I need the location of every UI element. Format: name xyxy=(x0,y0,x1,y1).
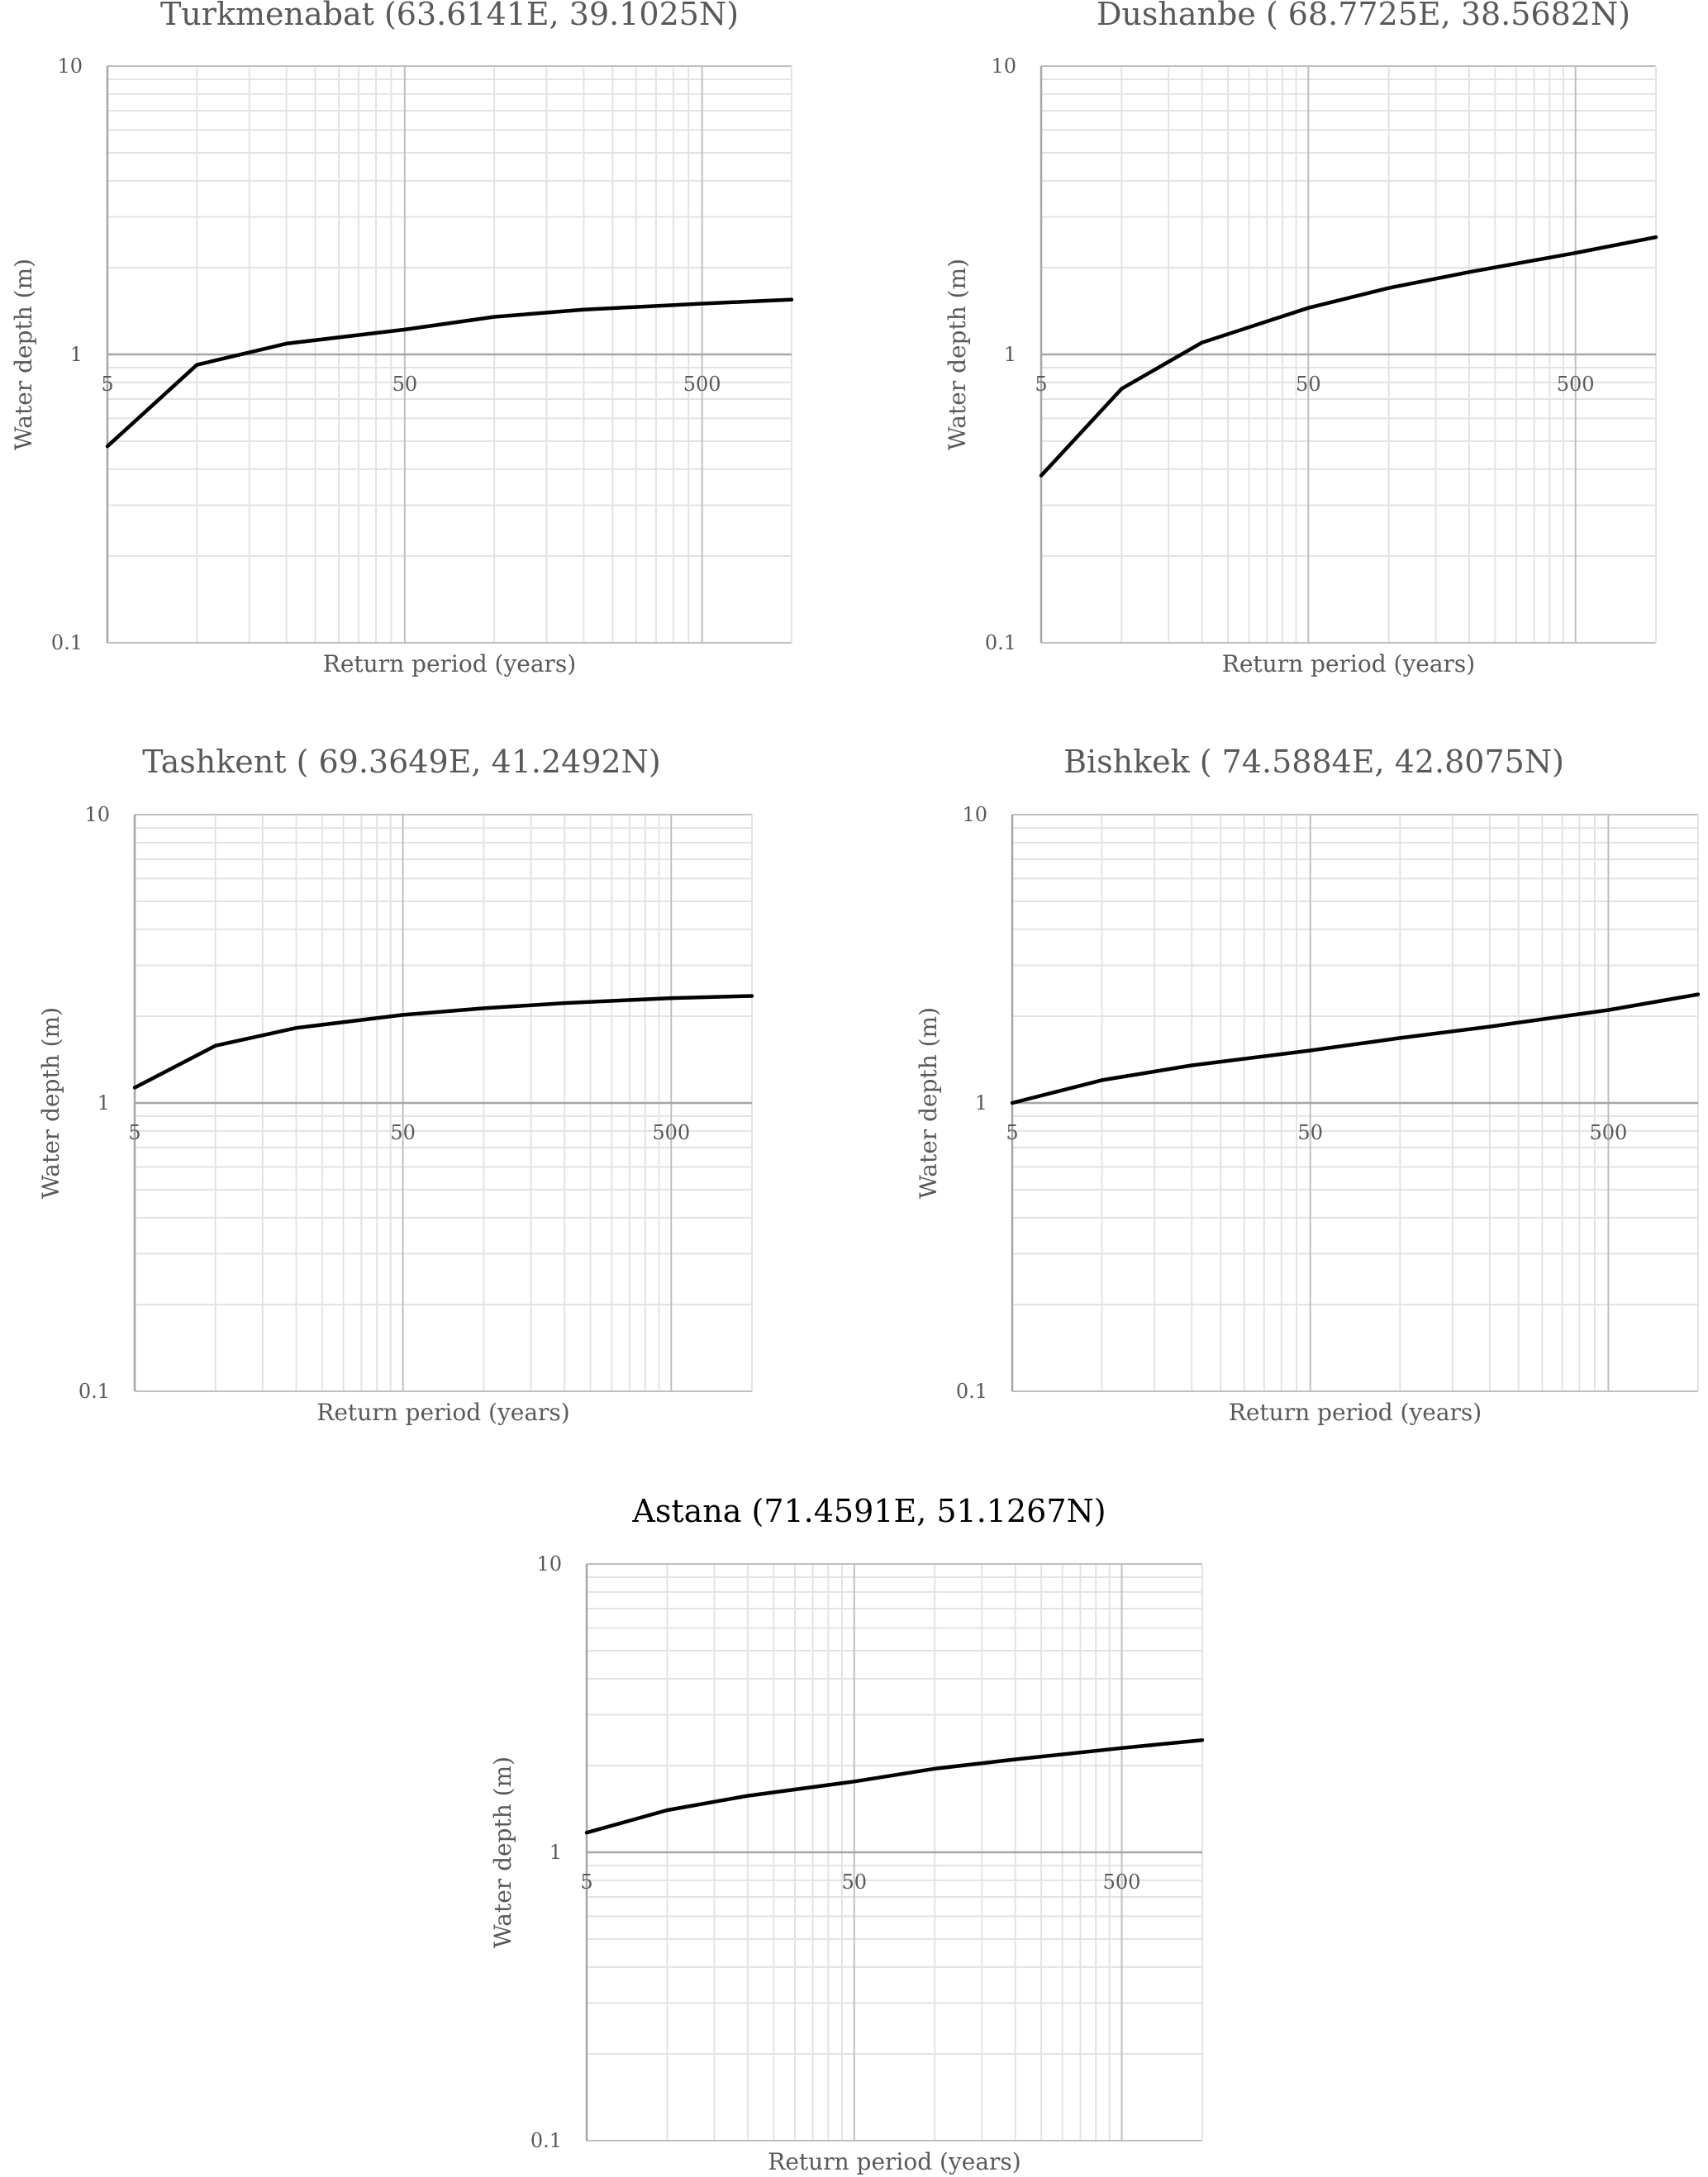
chart-panel-4: 0.1 1 10 5 50 500 Return period (years) Water d… xyxy=(915,744,1701,1426)
data-point xyxy=(1039,473,1044,478)
y-axis-title: Water depth (m) xyxy=(37,1007,64,1199)
chart-title: Tashkent ( 69.3649E, 41.2492N) xyxy=(142,744,661,780)
x-tick-label: 500 xyxy=(1557,373,1595,396)
data-point xyxy=(1100,1078,1104,1082)
x-tick-label: 50 xyxy=(390,1121,416,1144)
chart-panel-3: 0.1 1 10 5 50 500 Return period (years) Water d… xyxy=(37,744,754,1426)
data-point xyxy=(1573,250,1577,255)
data-point xyxy=(1653,235,1658,240)
data-point xyxy=(213,1043,217,1048)
data-point xyxy=(1398,1036,1402,1040)
chart-panel-5: 0.1 1 10 5 50 500 Return period (years) Water d… xyxy=(489,1493,1205,2175)
x-tick-label: 500 xyxy=(1103,1870,1141,1894)
data-point xyxy=(584,1831,589,1835)
data-point xyxy=(700,302,704,306)
data-point xyxy=(789,297,794,302)
y-tick-label: 1 xyxy=(70,343,83,366)
x-axis-title: Return period (years) xyxy=(1222,650,1475,677)
chart-title: Astana (71.4591E, 51.1267N) xyxy=(631,1493,1106,1529)
data-point xyxy=(195,363,199,367)
data-point xyxy=(933,1766,937,1771)
data-point xyxy=(1200,340,1204,345)
data-point xyxy=(482,1006,486,1010)
y-tick-label: 0.1 xyxy=(530,2129,562,2152)
y-tick-label: 0.1 xyxy=(956,1380,987,1403)
x-tick-label: 50 xyxy=(1297,1121,1323,1144)
data-point xyxy=(1487,1024,1492,1029)
data-point xyxy=(669,996,673,1001)
y-tick-label: 10 xyxy=(57,55,83,78)
y-tick-label: 10 xyxy=(962,803,987,826)
data-point xyxy=(1189,1063,1194,1067)
chart-title: Turkmenabat (63.6141E, 39.1025N) xyxy=(160,0,739,32)
data-point xyxy=(1120,1746,1124,1750)
y-axis-title: Water depth (m) xyxy=(944,259,971,450)
data-point xyxy=(562,1001,567,1005)
data-point xyxy=(1120,387,1124,391)
y-tick-label: 0.1 xyxy=(51,631,83,654)
x-axis-title: Return period (years) xyxy=(323,650,576,677)
y-tick-label: 1 xyxy=(975,1091,987,1115)
data-point xyxy=(665,1808,669,1813)
y-tick-label: 10 xyxy=(84,803,110,826)
y-axis-title: Water depth (m) xyxy=(915,1007,942,1199)
series-line xyxy=(1011,992,1699,1105)
data-point xyxy=(852,1780,856,1784)
data-point xyxy=(284,341,288,346)
y-tick-label: 1 xyxy=(1004,343,1016,366)
x-tick-label: 50 xyxy=(1296,373,1321,396)
series-line xyxy=(133,994,753,1090)
x-axis-title: Return period (years) xyxy=(768,2148,1021,2175)
x-tick-label: 500 xyxy=(1590,1121,1628,1144)
y-tick-label: 1 xyxy=(98,1091,110,1115)
data-point xyxy=(582,307,586,311)
x-tick-label: 5 xyxy=(128,1121,140,1144)
data-point xyxy=(1467,270,1472,274)
chart-panel-2: 0.1 1 10 5 50 500 Return period (years) Water d… xyxy=(944,0,1658,677)
series-line xyxy=(1040,235,1657,478)
data-point xyxy=(294,1026,298,1030)
data-point xyxy=(402,327,407,332)
data-point xyxy=(1010,1100,1015,1105)
data-point xyxy=(1387,286,1391,290)
x-tick-label: 50 xyxy=(841,1870,867,1894)
data-point xyxy=(132,1086,137,1090)
x-tick-label: 5 xyxy=(580,1870,592,1894)
series-line xyxy=(586,1737,1203,1835)
data-point xyxy=(105,444,110,449)
y-axis-title: Water depth (m) xyxy=(10,259,37,450)
data-point xyxy=(1696,992,1701,996)
data-point xyxy=(1306,306,1311,310)
data-point xyxy=(749,994,754,998)
x-tick-label: 5 xyxy=(1006,1121,1018,1144)
x-tick-label: 5 xyxy=(101,373,113,396)
x-tick-label: 500 xyxy=(652,1121,690,1144)
data-point xyxy=(492,315,497,319)
x-tick-label: 50 xyxy=(393,373,418,396)
chart-panel-1: 0.1 1 10 5 50 500 Return period (years) Water d… xyxy=(10,0,794,677)
series-line xyxy=(106,297,792,448)
data-point xyxy=(401,1013,405,1017)
data-point xyxy=(745,1794,750,1798)
chart-title: Bishkek ( 74.5884E, 42.8075N) xyxy=(1063,744,1564,780)
data-point xyxy=(1013,1757,1017,1761)
y-axis-title: Water depth (m) xyxy=(489,1756,516,1948)
x-axis-title: Return period (years) xyxy=(1229,1399,1482,1426)
data-point xyxy=(1606,1008,1610,1012)
y-tick-label: 0.1 xyxy=(79,1380,110,1403)
data-point xyxy=(1200,1737,1205,1742)
x-tick-label: 5 xyxy=(1035,373,1047,396)
y-tick-label: 0.1 xyxy=(985,631,1016,654)
x-tick-label: 500 xyxy=(683,373,721,396)
chart-title: Dushanbe ( 68.7725E, 38.5682N) xyxy=(1097,0,1630,32)
data-point xyxy=(1308,1048,1312,1053)
y-tick-label: 10 xyxy=(991,55,1016,78)
y-tick-label: 10 xyxy=(536,1552,562,1576)
y-tick-label: 1 xyxy=(550,1841,562,1864)
x-axis-title: Return period (years) xyxy=(316,1399,569,1426)
